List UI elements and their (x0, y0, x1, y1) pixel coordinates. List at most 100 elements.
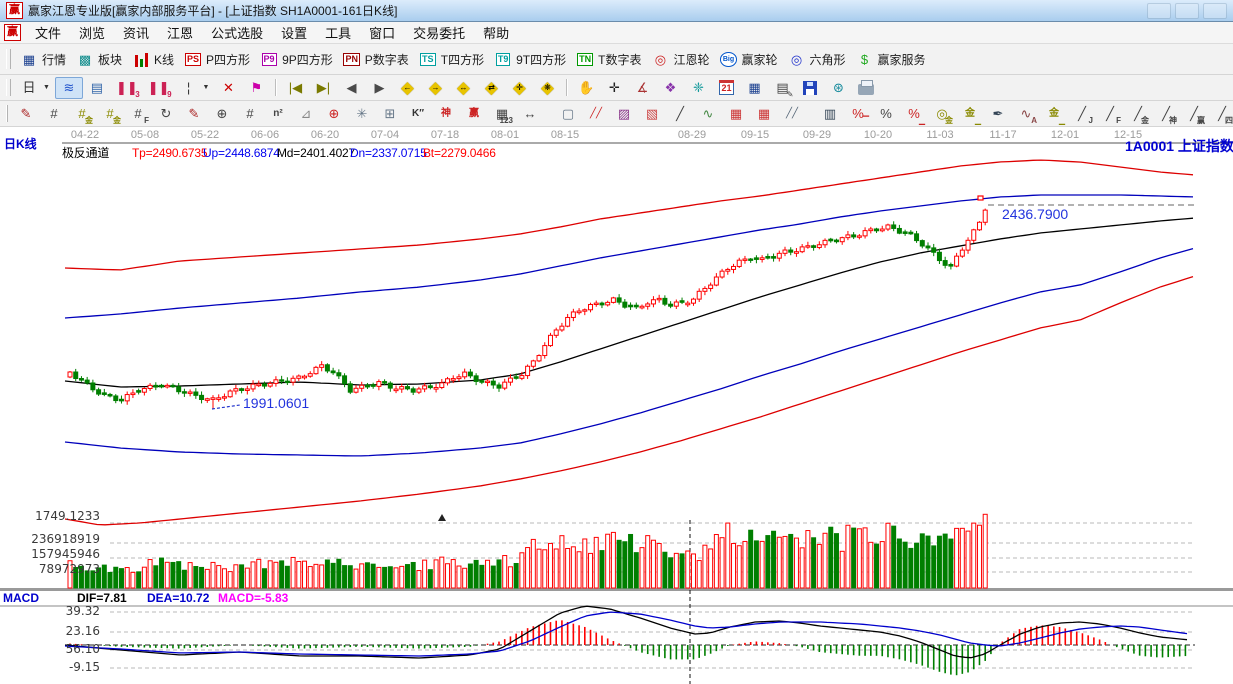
compress-x-diamond-button[interactable]: ◆ ⇄ (477, 77, 505, 99)
expand-x-diamond-button[interactable]: ◆ ↔ (449, 77, 477, 99)
radial-web-button[interactable]: ✳ (348, 103, 376, 125)
percent-button[interactable]: % (872, 103, 900, 125)
expand-all-diamond-button[interactable]: ◆ ✛ (505, 77, 533, 99)
erase-tool-button[interactable]: ✕ (214, 77, 242, 99)
spiral-tool-button[interactable]: ↻ (152, 103, 180, 125)
menu-item-4[interactable]: 公式选股 (211, 26, 264, 41)
nav-prev-button[interactable]: ◀ (337, 77, 365, 99)
shift-right-diamond-button[interactable]: ◆ → (421, 77, 449, 99)
minimize-button[interactable] (1147, 2, 1171, 19)
brush-tool-button[interactable]: ✎ (12, 103, 40, 125)
hexagon-button[interactable]: ◎ 六角形 (783, 48, 851, 70)
stat-bars-button[interactable]: ▥ (816, 103, 844, 125)
bars-3-button[interactable]: ❚❚ 3 (111, 77, 143, 99)
gann-box-tool-button[interactable]: ❖ (656, 77, 684, 99)
9p-square-button[interactable]: P9 9P四方形 (255, 48, 338, 70)
gold-line-button[interactable]: 金 ▁ (956, 103, 984, 125)
si-angle-button[interactable]: ╱ 四 (1208, 103, 1233, 125)
winner-service-button[interactable]: $ 赢家服务 (851, 48, 931, 70)
percent-top-button[interactable]: % ▔ (844, 103, 872, 125)
hand-tool-button[interactable]: ✋ (572, 77, 600, 99)
j-angle-button[interactable]: ╱ J (1068, 103, 1096, 125)
gold-underline-button[interactable]: 金 ▁ (1040, 103, 1068, 125)
menu-item-0[interactable]: 文件 (35, 26, 62, 41)
parallel-lines-button[interactable]: ╱╱ (778, 103, 806, 125)
menu-item-6[interactable]: 工具 (325, 26, 352, 41)
color-levels-button[interactable]: ⚑ (242, 77, 270, 99)
percent-line-button[interactable]: % ▁ (900, 103, 928, 125)
pen-flag-button[interactable]: ✒ (984, 103, 1012, 125)
circle-cycle-button[interactable]: ⊕ (208, 103, 236, 125)
f-angle-button[interactable]: ╱ F (1096, 103, 1124, 125)
n-square-button[interactable]: n² (264, 103, 292, 125)
gold-grid-1-button[interactable]: # 金 (68, 103, 96, 125)
menu-item-8[interactable]: 交易委托 (413, 26, 466, 41)
bars-9-button[interactable]: ❚❚ 9 (143, 77, 175, 99)
fan-box-button[interactable]: ▨ (610, 103, 638, 125)
compress-all-diamond-button[interactable]: ◆ ❋ (533, 77, 561, 99)
shift-left-diamond-button[interactable]: ◆ ← (393, 77, 421, 99)
red-grid-1-button[interactable]: ▦ (722, 103, 750, 125)
gold-angle-button[interactable]: ╱ 金 (1124, 103, 1152, 125)
shen-angle-button[interactable]: ╱ 神 (1152, 103, 1180, 125)
angle-measure-tool-button[interactable]: ∡ (628, 77, 656, 99)
width-measure-button[interactable]: ↔ (516, 103, 544, 125)
close-button[interactable] (1203, 2, 1227, 19)
9t-square-button[interactable]: T9 9T四方形 (489, 48, 571, 70)
angle-mirror-button[interactable]: ⊿ (292, 103, 320, 125)
quotes-button[interactable]: ▦ 行情 (15, 48, 71, 70)
dynamic-chart-button[interactable]: ≋ (54, 76, 83, 99)
time-grid-button[interactable]: # (236, 103, 264, 125)
f-grid-button[interactable]: # F (124, 103, 152, 125)
k-notation-button[interactable]: K″ (404, 103, 432, 125)
a-wave-button[interactable]: ∿ A (1012, 103, 1040, 125)
menu-item-2[interactable]: 资讯 (123, 26, 150, 41)
trend-line-button[interactable]: ╱ (666, 103, 694, 125)
ying-grid-button[interactable]: 赢 (460, 103, 488, 125)
circle-target-button[interactable]: ⊕ (320, 103, 348, 125)
maximize-button[interactable] (1175, 2, 1199, 19)
info-panel-button[interactable]: ▤ (83, 77, 111, 99)
notes-tool-button[interactable]: ▤ ✎ (768, 77, 796, 99)
kline-chart[interactable] (0, 127, 1233, 684)
red-grid-2-button[interactable]: ▦ (750, 103, 778, 125)
fractal-tool-button[interactable]: ❈ (684, 77, 712, 99)
line-box-button[interactable]: ▧ (638, 103, 666, 125)
square-web-button[interactable]: ⊞ (376, 103, 404, 125)
box-select-button[interactable]: ▢ (554, 103, 582, 125)
ruler-grid-button[interactable]: ▦ 123 (488, 103, 516, 125)
t-number-table-button[interactable]: TN T数字表 (571, 48, 646, 70)
nav-next-button[interactable]: ▶ (365, 77, 393, 99)
bar-style-button[interactable]: ¦ ▼ (175, 77, 215, 99)
gann-wheel-button[interactable]: ◎ 江恩轮 (646, 48, 714, 70)
print-tool-button[interactable] (852, 77, 880, 99)
web-update-tool-button[interactable]: ⊛ (824, 77, 852, 99)
menu-item-3[interactable]: 江恩 (167, 26, 194, 41)
period-tab-daily[interactable]: 日K线 (4, 137, 37, 151)
shen-grid-button[interactable]: 神 (432, 103, 460, 125)
kline-button[interactable]: K线 (127, 48, 179, 70)
calendar-tool-button[interactable]: 21 (712, 77, 740, 99)
fan-lines-button[interactable]: ╱╱ (582, 103, 610, 125)
t-square-button[interactable]: TS T四方形 (414, 48, 489, 70)
gold-circle-button[interactable]: ◎ 金 (928, 103, 956, 125)
menu-item-1[interactable]: 浏览 (79, 26, 106, 41)
period-selector-button[interactable]: 日 ▼ (15, 77, 55, 99)
ying-angle-button[interactable]: ╱ 赢 (1180, 103, 1208, 125)
brush-2-button[interactable]: ✎ (180, 103, 208, 125)
p-number-table-button[interactable]: PN P数字表 (338, 48, 414, 70)
nav-first-button[interactable]: |◀ (281, 77, 309, 99)
gold-grid-2-button[interactable]: # 金 (96, 103, 124, 125)
wave-check-button[interactable]: ∿ (694, 103, 722, 125)
sectors-button[interactable]: ▩ 板块 (71, 48, 127, 70)
winner-wheel-button[interactable]: Big 赢家轮 (714, 48, 782, 70)
menu-item-5[interactable]: 设置 (281, 26, 308, 41)
gann-grid-button[interactable]: # (40, 103, 68, 125)
save-tool-button[interactable] (796, 77, 824, 99)
calculator-tool-button[interactable]: ▦ (740, 77, 768, 99)
menu-item-9[interactable]: 帮助 (483, 26, 510, 41)
menu-item-7[interactable]: 窗口 (369, 26, 396, 41)
nav-last-button[interactable]: ▶| (309, 77, 337, 99)
crosshair-tool-button[interactable]: ✛ (600, 77, 628, 99)
p-square-button[interactable]: PS P四方形 (179, 48, 255, 70)
